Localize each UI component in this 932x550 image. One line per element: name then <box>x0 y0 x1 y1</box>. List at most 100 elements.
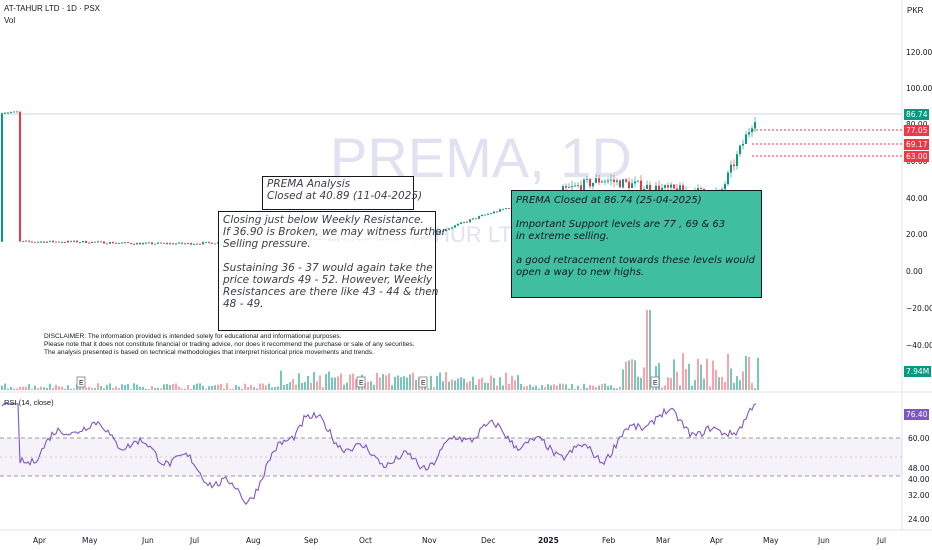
price-candle <box>490 213 492 215</box>
volume-bar <box>511 375 513 390</box>
volume-bar <box>247 386 249 390</box>
price-candle <box>10 112 12 113</box>
note-line: Resistances are there like 43 - 44 & the… <box>223 286 439 298</box>
price-candle <box>478 216 480 219</box>
volume-bar <box>409 374 411 390</box>
volume-bar <box>562 383 564 390</box>
volume-bar <box>757 357 759 390</box>
volume-bar <box>610 385 612 390</box>
price-candle <box>619 180 621 188</box>
volume-bar <box>214 385 216 390</box>
price-candle <box>700 187 702 189</box>
note-line <box>516 243 757 255</box>
volume-bar <box>430 375 432 390</box>
volume-bar <box>577 385 579 390</box>
volume-bar <box>469 381 471 390</box>
volume-bar <box>235 384 237 390</box>
volume-bar <box>130 388 132 390</box>
analysis-title-box[interactable]: PREMA Analysis Closed at 40.89 (11-04-20… <box>262 176 422 210</box>
price-candle <box>493 211 495 214</box>
price-tick: 0.00 <box>906 267 923 276</box>
event-markers[interactable]: E E E E <box>76 376 660 388</box>
volume-bar <box>466 382 468 390</box>
volume-bar <box>13 388 15 390</box>
price-candle <box>49 240 51 242</box>
note-line: a good retracement towards these levels … <box>516 255 755 266</box>
volume-bar <box>256 388 258 390</box>
volume-bar <box>637 376 639 390</box>
price-candle <box>667 185 669 188</box>
volume-bar <box>37 388 39 390</box>
volume-bar <box>22 386 24 390</box>
price-candle <box>37 241 39 243</box>
volume-bar <box>634 360 636 390</box>
rsi-label[interactable]: RSI (14, close) <box>4 398 54 407</box>
volume-bar <box>640 377 642 390</box>
time-tick: Sep <box>304 536 318 545</box>
volume-bar <box>259 383 261 390</box>
volume-bar <box>286 384 288 390</box>
volume-bar <box>103 388 105 390</box>
price-candle <box>157 242 159 244</box>
price-candle <box>73 240 75 242</box>
volume-label[interactable]: Vol <box>4 16 16 25</box>
note-line: PREMA Analysis <box>267 178 351 190</box>
price-candle <box>55 241 57 243</box>
volume-bar <box>25 386 27 390</box>
volume-bar <box>475 384 477 390</box>
volume-bar <box>160 388 162 390</box>
volume-bar <box>136 384 138 390</box>
price-candle <box>136 242 138 245</box>
price-candle <box>598 178 600 183</box>
price-candle <box>184 243 186 245</box>
volume-bar <box>211 385 213 390</box>
earnings-marker[interactable] <box>356 376 366 388</box>
volume-bar <box>187 384 189 390</box>
volume-bar <box>538 388 540 390</box>
volume-bar <box>451 379 453 390</box>
volume-bar <box>751 383 753 390</box>
volume-bar <box>229 388 231 390</box>
note-line: Closing just below Weekly Resistance. <box>223 214 424 226</box>
price-candle <box>31 241 33 243</box>
earnings-marker[interactable] <box>418 376 428 388</box>
volume-bar <box>61 386 63 390</box>
volume-bar <box>52 388 54 390</box>
currency-label[interactable]: PKR <box>907 6 924 15</box>
volume-bar <box>733 382 735 390</box>
earnings-marker[interactable] <box>76 376 86 388</box>
volume-bar <box>343 384 345 390</box>
volume-bar <box>448 381 450 390</box>
price-candle <box>211 242 213 244</box>
update-note-box[interactable]: PREMA Closed at 86.74 (25-04-2025) Impor… <box>511 190 762 298</box>
price-candle <box>730 164 732 173</box>
price-candle <box>25 240 27 242</box>
volume-bar <box>490 375 492 390</box>
volume-bar <box>265 385 267 390</box>
earnings-marker[interactable] <box>650 376 660 388</box>
price-candle <box>634 181 636 184</box>
volume-bar <box>724 381 726 390</box>
price-candle <box>175 243 177 245</box>
volume-bar <box>358 385 360 390</box>
analysis-note-box[interactable]: Closing just below Weekly Resistance. If… <box>218 211 446 331</box>
symbol-title[interactable]: AT-TAHUR LTD · 1D · PSX <box>4 4 101 13</box>
price-candle <box>16 111 18 113</box>
rsi-tick: 24.00 <box>908 515 930 524</box>
price-candle <box>592 182 594 187</box>
volume-bar <box>244 383 246 390</box>
volume-bar <box>646 310 648 390</box>
price-candle <box>604 181 606 183</box>
volume-bar <box>616 388 618 390</box>
volume-bar <box>547 384 549 390</box>
price-candle <box>574 185 576 187</box>
volume-bar <box>460 377 462 390</box>
price-candle <box>19 111 21 242</box>
earnings-marker-label: E <box>79 380 84 387</box>
time-tick: Jul <box>876 536 886 545</box>
volume-bar <box>367 381 369 390</box>
volume-bar <box>628 360 630 390</box>
price-candle <box>61 242 63 243</box>
volume-bar <box>253 387 255 390</box>
